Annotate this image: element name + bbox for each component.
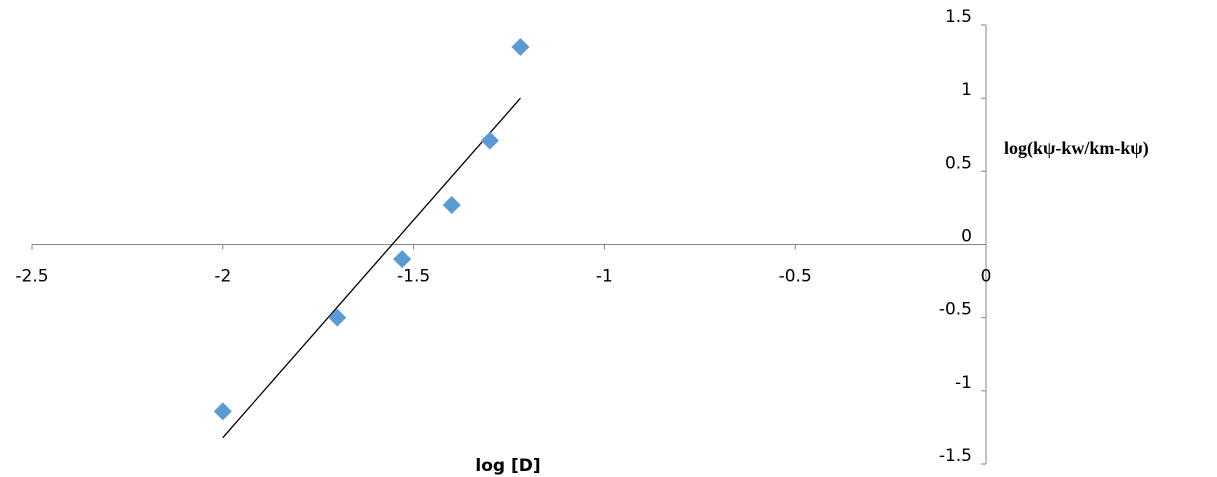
trendline: [222, 97, 521, 439]
point: [213, 402, 232, 421]
y-tick-label: -0.5: [939, 300, 972, 320]
y-tick-label: 0: [961, 227, 972, 247]
y-tick-label: -1: [955, 373, 972, 393]
y-tick-label: 1.5: [945, 7, 972, 27]
x-tick-label: -1: [596, 267, 613, 287]
point: [328, 308, 347, 327]
x-tick-label: -2.5: [15, 267, 48, 287]
y-tick-label: 0.5: [945, 153, 972, 173]
x-tick-label: -0.5: [779, 267, 812, 287]
x-tick-label: -1.5: [397, 267, 430, 287]
y-axis-title: log(kψ-kw/km-kψ): [1004, 138, 1149, 159]
point: [393, 250, 412, 269]
point: [511, 37, 530, 56]
x-tick-label: -2: [214, 267, 231, 287]
x-axis-title: log [D]: [475, 456, 540, 476]
y-tick-label: 1: [961, 80, 972, 100]
y-tick-label: -1.5: [939, 446, 972, 466]
point: [442, 195, 461, 214]
x-tick-label: 0: [981, 267, 992, 287]
point: [480, 131, 499, 150]
